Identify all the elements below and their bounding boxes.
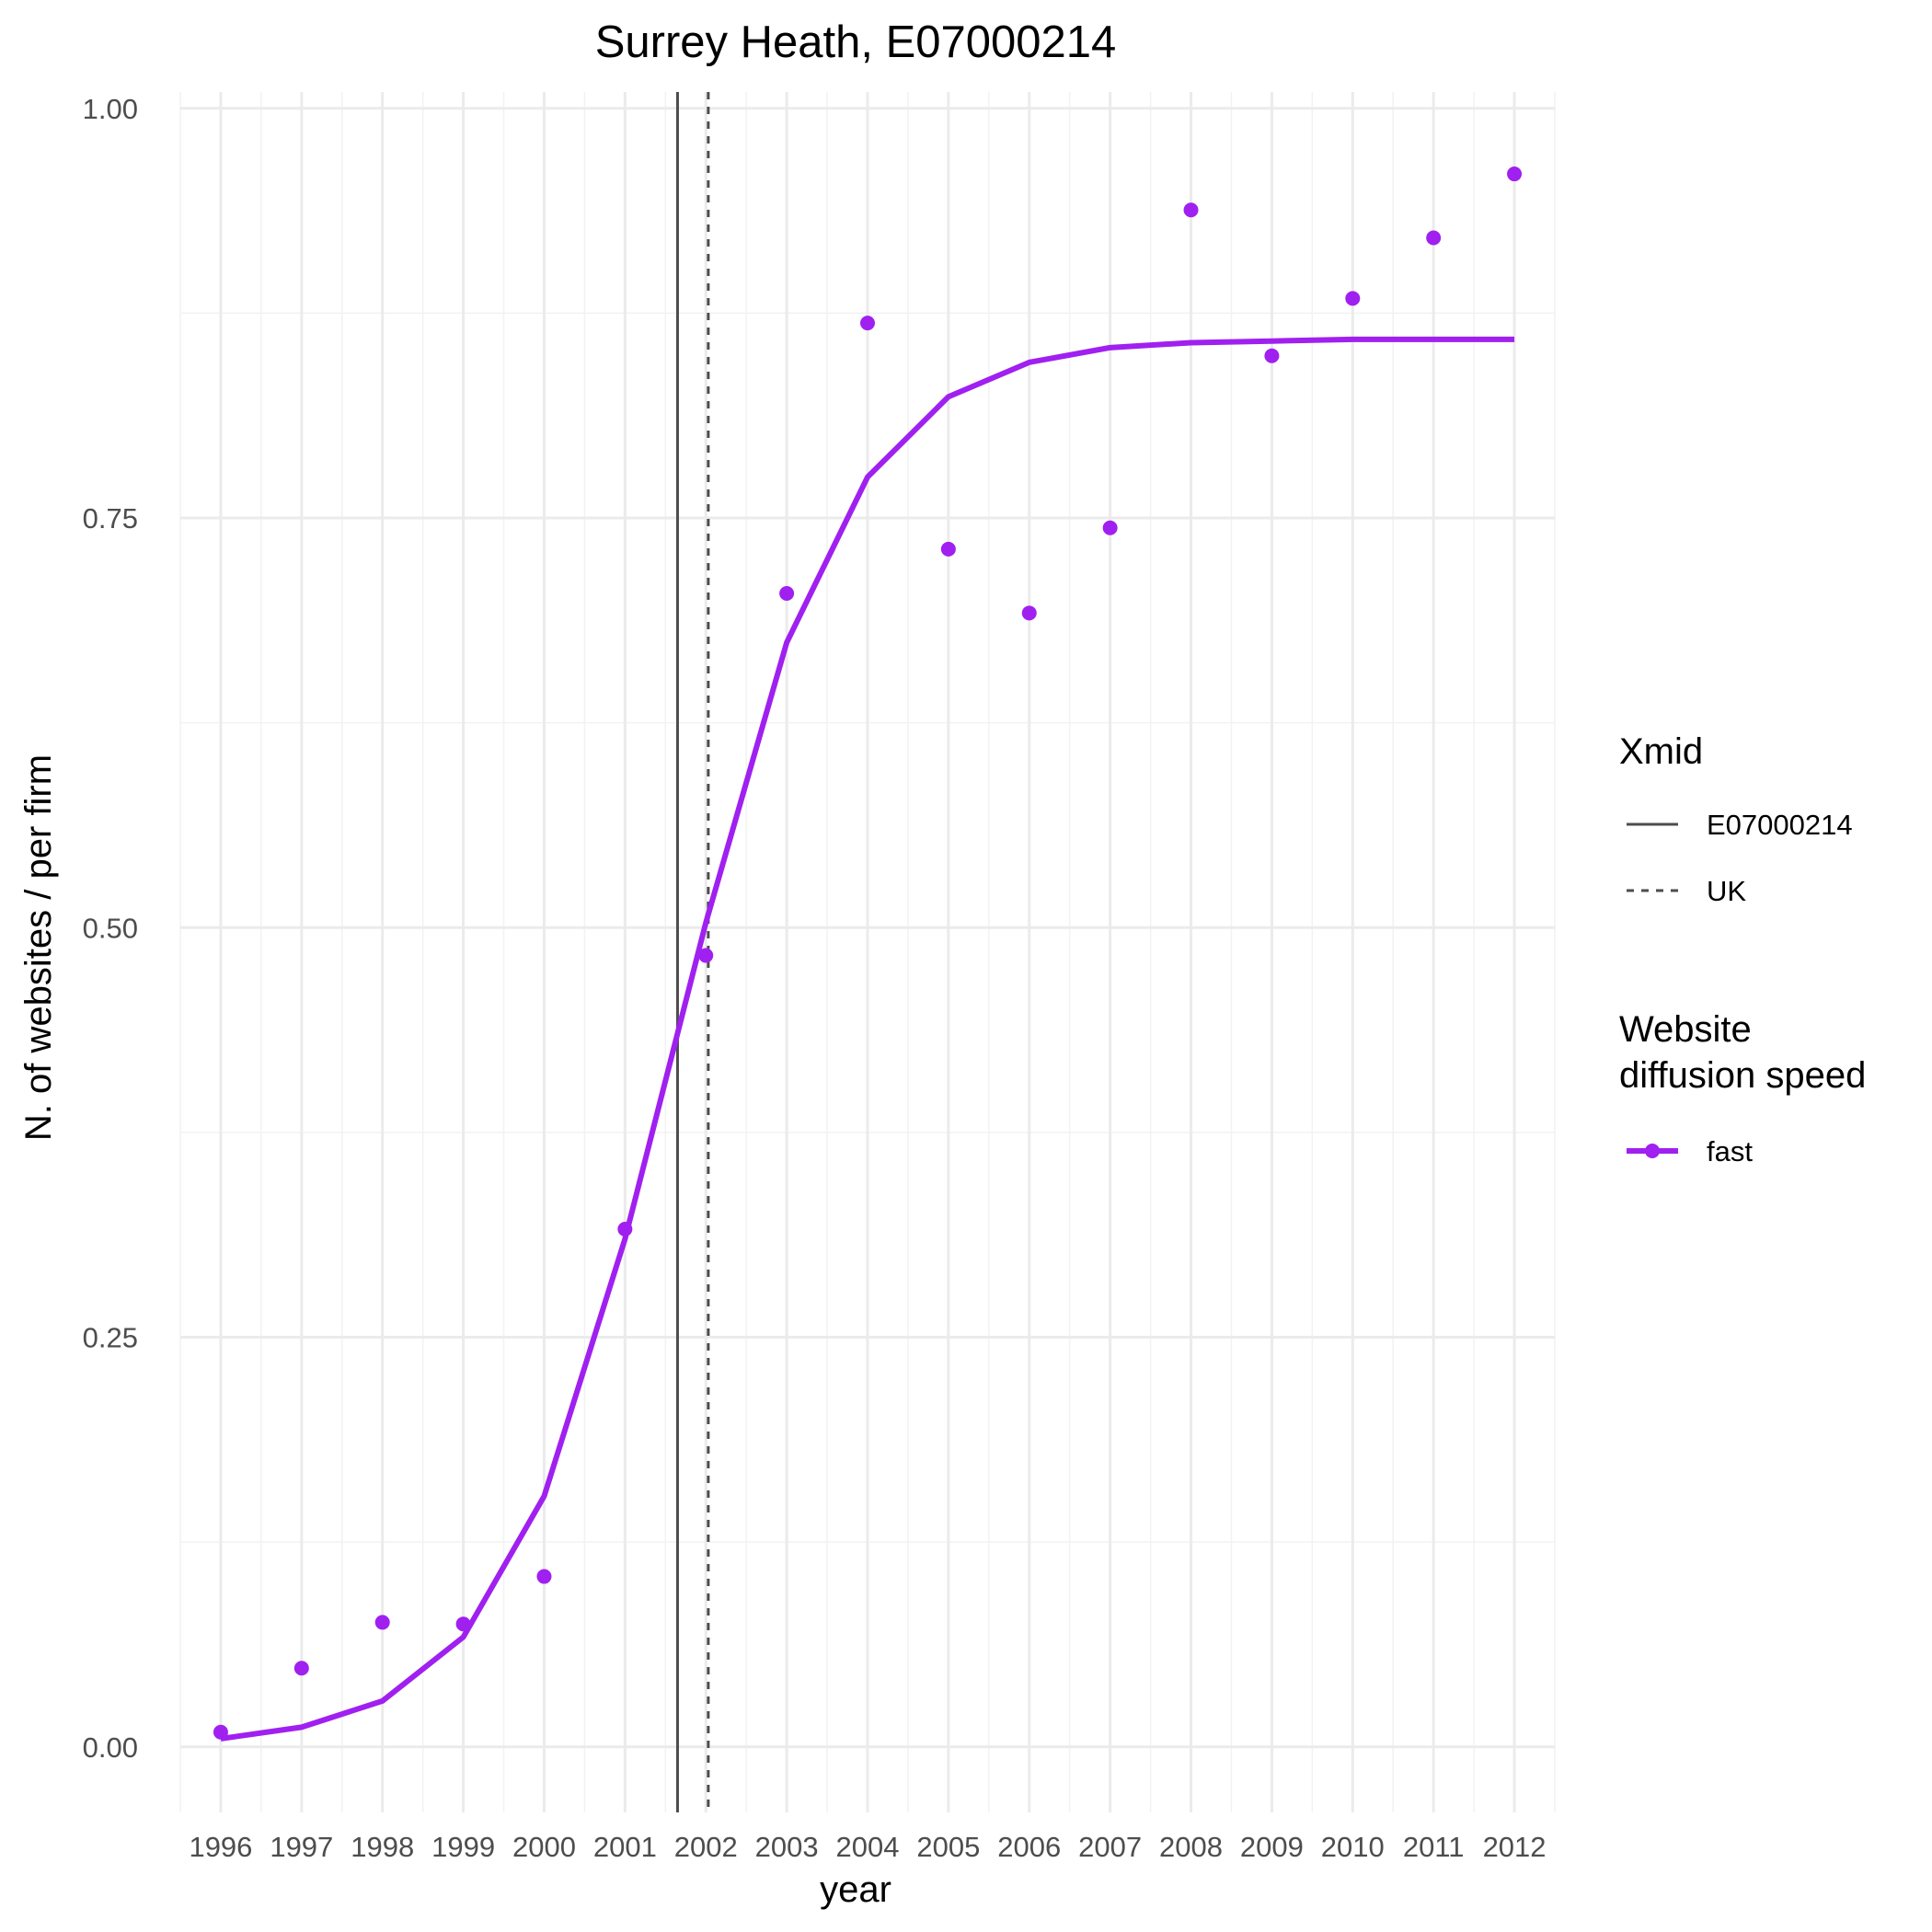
- y-axis-ticks: 0.00 0.25 0.50 0.75 1.00: [83, 93, 138, 1764]
- x-tick-label: 2007: [1078, 1831, 1142, 1863]
- x-tick-label: 2009: [1240, 1831, 1304, 1863]
- gridlines: [179, 92, 1556, 1812]
- data-point-1999: [455, 1616, 471, 1632]
- x-tick-label: 2008: [1159, 1831, 1223, 1863]
- data-point-2006: [1021, 605, 1037, 621]
- data-point-2005: [940, 541, 956, 557]
- legend-title-speed-line2: diffusion speed: [1619, 1055, 1866, 1096]
- y-tick-label: 0.50: [83, 912, 138, 944]
- data-point-2011: [1426, 230, 1442, 246]
- legend: Xmid E07000214 UK Website diffusion spee…: [1619, 731, 1866, 1167]
- fitted-line-fast: [220, 336, 1515, 1742]
- y-tick-label: 0.00: [83, 1731, 138, 1764]
- x-axis-ticks: 1996 1997 1998 1999 2000 2001 2002 2003 2004 2005…: [189, 1831, 1546, 1863]
- y-tick-label: 0.75: [83, 502, 138, 535]
- plot-panel: [179, 92, 1556, 1812]
- data-series: [213, 167, 1523, 1742]
- y-tick-label: 1.00: [83, 93, 138, 125]
- data-point-2002: [698, 948, 714, 963]
- legend-key-fast-point: [1645, 1144, 1660, 1158]
- x-tick-label: 2000: [512, 1831, 576, 1863]
- x-tick-label: 2011: [1403, 1831, 1465, 1863]
- data-point-1998: [374, 1615, 390, 1630]
- data-point-2007: [1102, 520, 1118, 535]
- data-point-2010: [1345, 291, 1361, 306]
- x-tick-label: 2006: [997, 1831, 1061, 1863]
- x-tick-label: 1999: [431, 1831, 495, 1863]
- data-point-2001: [617, 1221, 633, 1236]
- data-point-2012: [1507, 167, 1523, 182]
- data-point-2008: [1183, 202, 1199, 218]
- data-point-2000: [536, 1569, 552, 1584]
- y-tick-label: 0.25: [83, 1322, 138, 1354]
- data-point-1997: [293, 1661, 309, 1676]
- data-point-2009: [1264, 348, 1280, 363]
- legend-label-e07000214: E07000214: [1707, 809, 1853, 841]
- data-point-1996: [213, 1724, 228, 1740]
- x-tick-label: 1998: [351, 1831, 414, 1863]
- y-axis-title: N. of websites / per firm: [18, 754, 59, 1141]
- x-tick-label: 2002: [674, 1831, 738, 1863]
- x-tick-label: 2004: [836, 1831, 900, 1863]
- data-point-2004: [860, 316, 875, 331]
- x-tick-label: 1997: [270, 1831, 333, 1863]
- x-axis-title: year: [820, 1869, 891, 1910]
- legend-title-xmid: Xmid: [1619, 731, 1703, 772]
- x-tick-label: 2005: [916, 1831, 980, 1863]
- x-tick-label: 2003: [755, 1831, 819, 1863]
- x-tick-label: 2001: [593, 1831, 657, 1863]
- legend-title-speed-line1: Website: [1619, 1009, 1752, 1050]
- legend-label-uk: UK: [1707, 875, 1746, 907]
- legend-label-fast: fast: [1707, 1135, 1753, 1167]
- data-point-2003: [779, 585, 795, 601]
- x-tick-label: 2010: [1321, 1831, 1385, 1863]
- x-tick-label: 2012: [1483, 1831, 1547, 1863]
- x-tick-label: 1996: [189, 1831, 252, 1863]
- chart-title: Surrey Heath, E07000214: [595, 17, 1117, 67]
